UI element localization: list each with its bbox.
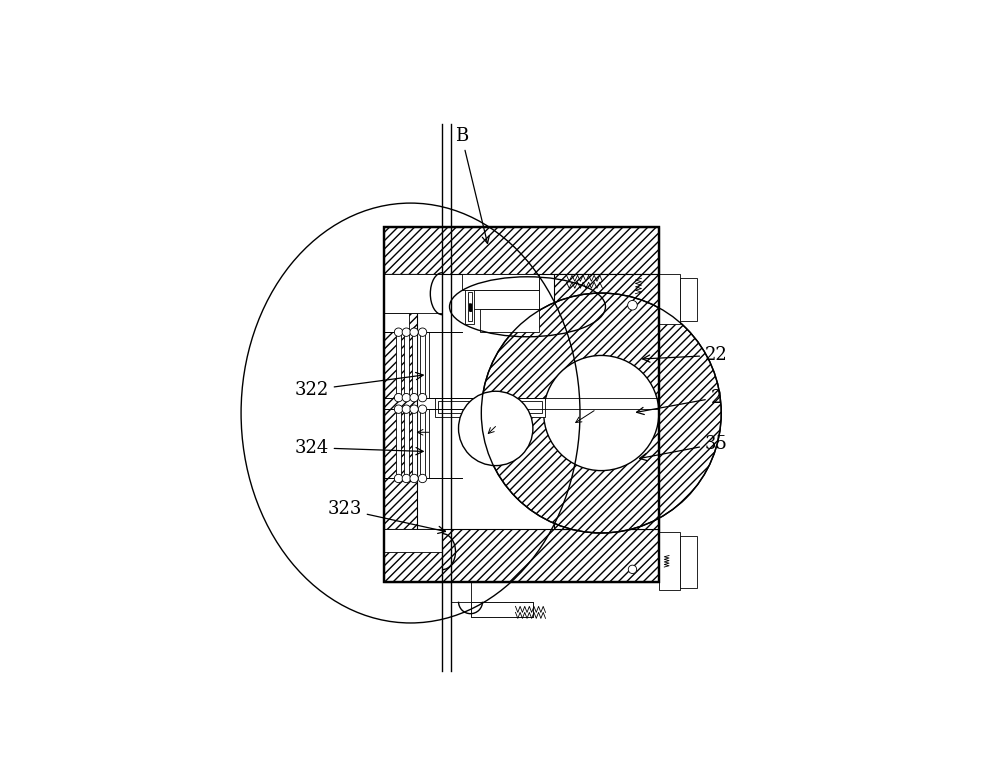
Bar: [384, 274, 442, 313]
Bar: [384, 528, 442, 552]
Circle shape: [394, 474, 403, 483]
Circle shape: [410, 393, 418, 402]
Circle shape: [394, 328, 403, 337]
Bar: [420, 332, 425, 397]
Bar: [480, 309, 539, 332]
Circle shape: [418, 328, 427, 337]
Circle shape: [418, 474, 427, 483]
Bar: [404, 409, 409, 478]
Circle shape: [394, 405, 403, 414]
Text: 324: 324: [294, 439, 423, 456]
Bar: [451, 583, 471, 601]
Bar: [420, 409, 425, 478]
Text: 35: 35: [640, 435, 728, 460]
Bar: [468, 292, 472, 321]
Circle shape: [402, 405, 411, 414]
Bar: [412, 332, 417, 397]
Circle shape: [418, 393, 427, 402]
Bar: [554, 274, 659, 528]
Circle shape: [628, 565, 637, 573]
Text: 2: 2: [637, 389, 722, 414]
Bar: [465, 290, 474, 325]
Circle shape: [628, 301, 637, 310]
Bar: [471, 274, 539, 290]
Circle shape: [459, 391, 533, 466]
Bar: [435, 397, 545, 417]
Bar: [438, 401, 542, 413]
Bar: [384, 227, 659, 583]
Text: 323: 323: [327, 500, 445, 534]
Circle shape: [410, 405, 418, 414]
Circle shape: [410, 328, 418, 337]
Circle shape: [481, 293, 721, 533]
Text: 322: 322: [294, 372, 423, 399]
Bar: [396, 332, 401, 397]
Bar: [396, 409, 401, 478]
Circle shape: [402, 474, 411, 483]
Bar: [384, 274, 417, 313]
Bar: [384, 227, 659, 583]
Bar: [404, 332, 409, 397]
Bar: [384, 227, 659, 274]
Circle shape: [544, 355, 659, 471]
Bar: [471, 601, 533, 617]
Bar: [659, 274, 680, 325]
Circle shape: [402, 328, 411, 337]
Circle shape: [410, 474, 418, 483]
Bar: [471, 290, 539, 309]
Bar: [659, 532, 680, 590]
Bar: [680, 278, 697, 321]
Bar: [384, 313, 409, 332]
Circle shape: [418, 405, 427, 414]
Text: B: B: [455, 127, 489, 243]
Bar: [412, 409, 417, 478]
Text: 22: 22: [643, 347, 728, 365]
Circle shape: [402, 393, 411, 402]
Circle shape: [394, 393, 403, 402]
Bar: [680, 536, 697, 588]
Bar: [462, 274, 539, 290]
Bar: [480, 290, 539, 309]
Bar: [384, 274, 417, 528]
Bar: [471, 601, 533, 617]
Bar: [384, 528, 659, 583]
